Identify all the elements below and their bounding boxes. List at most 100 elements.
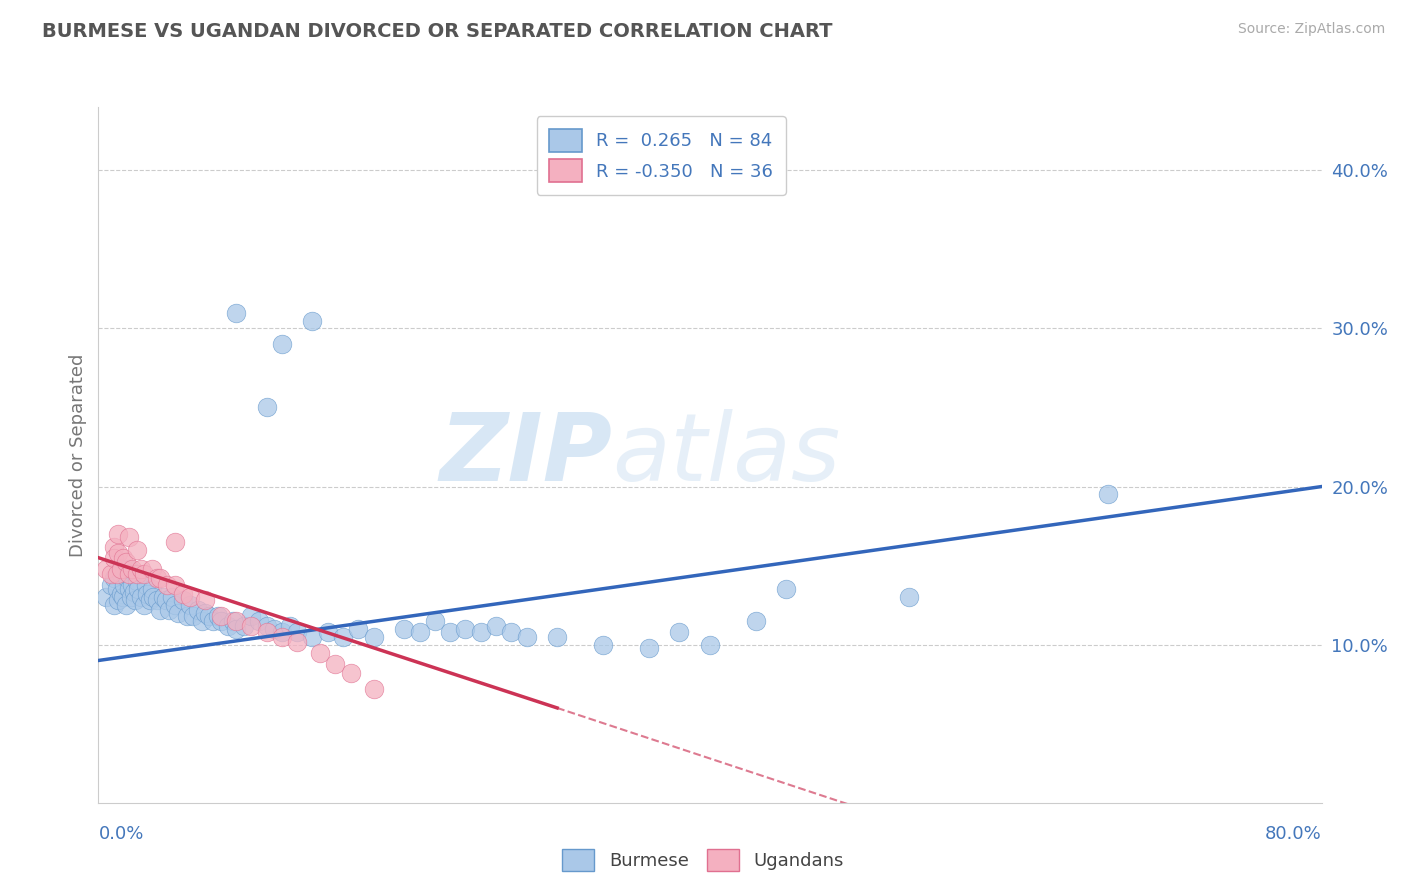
Point	[160, 591, 183, 605]
Point	[163, 577, 186, 591]
Point	[309, 646, 332, 660]
Point	[118, 562, 141, 576]
Point	[115, 556, 138, 570]
Point	[121, 577, 143, 591]
Point	[118, 530, 141, 544]
Text: Source: ZipAtlas.com: Source: ZipAtlas.com	[1237, 22, 1385, 37]
Point	[1097, 487, 1119, 501]
Point	[105, 566, 128, 581]
Point	[105, 582, 128, 597]
Point	[100, 566, 122, 581]
Point	[179, 598, 201, 612]
Point	[408, 625, 430, 640]
Point	[156, 577, 179, 591]
Point	[110, 587, 132, 601]
Point	[256, 618, 278, 632]
Point	[110, 566, 132, 581]
Point	[172, 587, 194, 601]
Point	[129, 591, 152, 605]
Point	[240, 618, 263, 632]
Point	[111, 591, 134, 605]
Point	[142, 591, 165, 605]
Point	[439, 625, 461, 640]
Point	[141, 582, 163, 597]
Point	[270, 630, 292, 644]
Point	[256, 625, 278, 640]
Point	[363, 681, 385, 696]
Point	[103, 598, 125, 612]
Point	[118, 566, 141, 581]
Point	[107, 593, 129, 607]
Point	[592, 638, 614, 652]
Legend: Burmese, Ugandans: Burmese, Ugandans	[555, 842, 851, 879]
Point	[141, 562, 163, 576]
Point	[699, 638, 721, 652]
Point	[149, 571, 172, 585]
Point	[172, 593, 194, 607]
Point	[225, 305, 247, 319]
Point	[118, 582, 141, 597]
Point	[134, 598, 156, 612]
Point	[897, 591, 920, 605]
Text: atlas: atlas	[612, 409, 841, 500]
Point	[301, 630, 323, 644]
Point	[339, 666, 361, 681]
Point	[124, 593, 146, 607]
Point	[127, 582, 149, 597]
Point	[112, 577, 135, 591]
Text: ZIP: ZIP	[439, 409, 612, 501]
Point	[225, 614, 247, 628]
Point	[470, 625, 492, 640]
Text: 80.0%: 80.0%	[1265, 825, 1322, 843]
Point	[122, 585, 145, 599]
Text: 0.0%: 0.0%	[98, 825, 143, 843]
Point	[129, 562, 152, 576]
Point	[209, 609, 232, 624]
Point	[668, 625, 690, 640]
Point	[107, 546, 129, 560]
Point	[516, 630, 538, 644]
Point	[117, 571, 139, 585]
Point	[149, 603, 172, 617]
Point	[285, 634, 308, 648]
Point	[285, 625, 308, 640]
Point	[637, 640, 661, 655]
Point	[121, 562, 143, 576]
Point	[100, 577, 122, 591]
Point	[217, 618, 239, 632]
Point	[111, 550, 134, 565]
Point	[139, 593, 162, 607]
Point	[454, 622, 477, 636]
Point	[157, 603, 180, 617]
Point	[107, 527, 129, 541]
Legend: R =  0.265   N = 84, R = -0.350   N = 36: R = 0.265 N = 84, R = -0.350 N = 36	[537, 116, 786, 195]
Point	[347, 622, 370, 636]
Point	[423, 614, 446, 628]
Point	[392, 622, 416, 636]
Point	[103, 540, 125, 554]
Point	[94, 562, 117, 576]
Point	[225, 622, 247, 636]
Point	[546, 630, 568, 644]
Point	[332, 630, 354, 644]
Point	[136, 587, 159, 601]
Point	[209, 614, 232, 628]
Point	[247, 614, 270, 628]
Point	[194, 593, 217, 607]
Point	[501, 625, 523, 640]
Point	[316, 625, 339, 640]
Point	[745, 614, 768, 628]
Point	[485, 618, 508, 632]
Point	[325, 657, 347, 671]
Point	[125, 566, 148, 581]
Point	[145, 571, 167, 585]
Point	[363, 630, 385, 644]
Point	[197, 609, 219, 624]
Point	[94, 591, 117, 605]
Point	[278, 618, 301, 632]
Point	[125, 574, 148, 589]
Point	[103, 571, 125, 585]
Point	[103, 550, 125, 565]
Point	[301, 313, 323, 327]
Point	[181, 609, 204, 624]
